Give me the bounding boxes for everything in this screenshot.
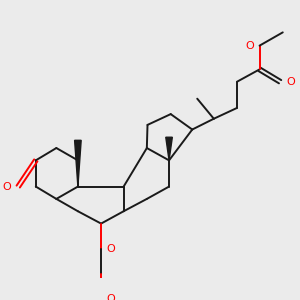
Polygon shape: [166, 137, 172, 160]
Text: O: O: [2, 182, 11, 192]
Text: O: O: [106, 244, 115, 254]
Text: O: O: [106, 293, 115, 300]
Text: O: O: [245, 40, 254, 51]
Polygon shape: [75, 140, 81, 187]
Text: O: O: [287, 77, 296, 87]
